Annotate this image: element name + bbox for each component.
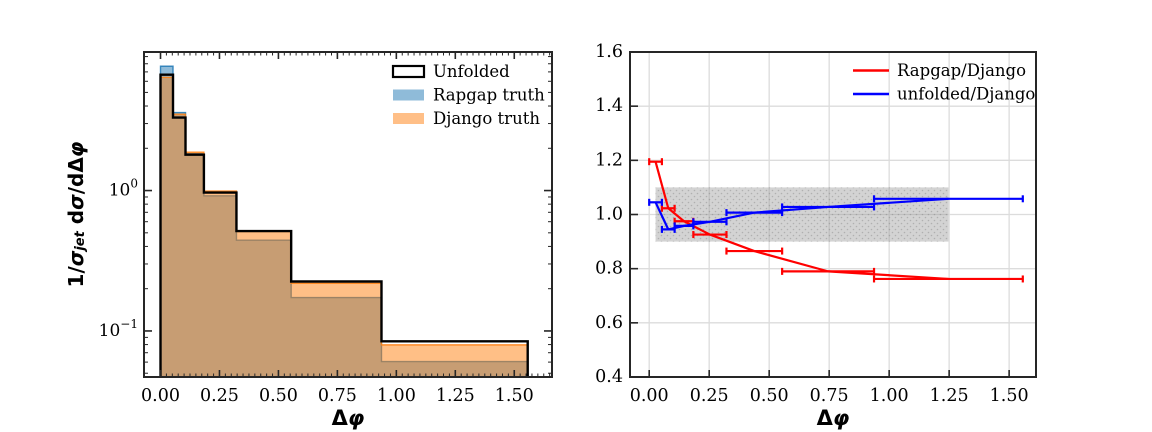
legend-label: Django truth — [433, 109, 540, 128]
x-tick-label: 1.25 — [930, 386, 969, 406]
svg-text:1.0: 1.0 — [595, 205, 623, 225]
svg-text:Rapgap/Django: Rapgap/Django — [897, 61, 1026, 80]
svg-text:0.75: 0.75 — [810, 386, 849, 406]
x-tick-label: 0.25 — [690, 386, 729, 406]
x-tick-label: 1.50 — [990, 386, 1029, 406]
legend-swatch — [393, 113, 424, 124]
unfolded-step — [159, 73, 529, 377]
svg-text:10−1: 10−1 — [99, 317, 138, 341]
y-ticks — [144, 189, 552, 332]
svg-text:0.4: 0.4 — [595, 367, 623, 387]
y-tick-label: 1.2 — [595, 150, 623, 170]
y-tick-label: 1.0 — [595, 205, 623, 225]
svg-text:1.4: 1.4 — [595, 96, 623, 116]
left-panel: 0.00 0.25 0.50 0.75 1.00 1.25 1.50 Δφ 100 10−1 1/σ… — [64, 51, 553, 430]
legend-swatch — [393, 89, 424, 101]
svg-text:1.6: 1.6 — [595, 42, 623, 62]
legend-label: unfolded/Django — [897, 85, 1035, 104]
y-tick-label: 0.6 — [595, 313, 623, 333]
ratio-line — [654, 161, 949, 281]
x-tick-label: 1.00 — [377, 386, 416, 406]
svg-text:Django truth: Django truth — [433, 109, 540, 128]
svg-text:0.00: 0.00 — [141, 386, 180, 406]
legend-label: Rapgap truth — [433, 86, 545, 105]
x-tick-label: 0.75 — [318, 386, 357, 406]
svg-text:0.75: 0.75 — [318, 386, 357, 406]
svg-text:0.25: 0.25 — [200, 386, 239, 406]
x-tick-label: 0.00 — [141, 386, 180, 406]
svg-text:Unfolded: Unfolded — [433, 62, 510, 81]
svg-text:1.00: 1.00 — [870, 386, 909, 406]
x-ticks — [648, 370, 1010, 377]
y-tick-label: 1.6 — [595, 42, 623, 62]
x-tick-label: 0.50 — [259, 386, 298, 406]
svg-text:Δφ: Δφ — [817, 406, 850, 430]
y-minor-ticks — [144, 56, 552, 374]
y-tick-label: 100 — [109, 177, 138, 201]
x-minor-ticks — [165, 52, 551, 377]
svg-text:0.6: 0.6 — [595, 313, 623, 333]
svg-text:100: 100 — [109, 177, 138, 201]
x-tick-label: 0.75 — [810, 386, 849, 406]
legend-label: Unfolded — [433, 62, 510, 81]
y-tick-label: 0.8 — [595, 259, 623, 279]
legend-label: Rapgap/Django — [897, 61, 1026, 80]
svg-text:1.00: 1.00 — [377, 386, 416, 406]
y-tick-label: 10−1 — [99, 317, 138, 341]
svg-text:Δφ: Δφ — [332, 406, 365, 430]
unfolded-django-series — [648, 195, 1024, 233]
x-tick-label: 1.25 — [436, 386, 475, 406]
y-tick-label: 1.4 — [595, 96, 623, 116]
x-tick-label: 0.50 — [750, 386, 789, 406]
svg-text:0.00: 0.00 — [630, 386, 669, 406]
svg-text:0.8: 0.8 — [595, 259, 623, 279]
x-axis-label: Δφ — [817, 406, 850, 430]
svg-text:1.50: 1.50 — [990, 386, 1029, 406]
x-ticks — [159, 52, 516, 377]
svg-text:1.25: 1.25 — [436, 386, 475, 406]
svg-text:unfolded/Django: unfolded/Django — [897, 85, 1035, 104]
svg-text:0.50: 0.50 — [750, 386, 789, 406]
left-spines — [143, 51, 553, 378]
x-tick-label: 1.50 — [495, 386, 534, 406]
right-panel: 0.00 0.25 0.50 0.75 1.00 1.25 1.50 Δφ 0.4 0.6 0.8 1… — [595, 42, 1037, 430]
svg-text:0.50: 0.50 — [259, 386, 298, 406]
svg-text:1.25: 1.25 — [930, 386, 969, 406]
right-legend: Rapgap/Django unfolded/Django — [853, 61, 1035, 104]
x-tick-label: 0.25 — [200, 386, 239, 406]
left-legend: Unfolded Rapgap truth Django truth — [391, 62, 545, 128]
svg-text:1/σjet​ dσ/dΔφ: 1/σjet​ dσ/dΔφ — [64, 141, 88, 287]
y-tick-label: 0.4 — [595, 367, 623, 387]
svg-text:1.50: 1.50 — [495, 386, 534, 406]
x-tick-label: 1.00 — [870, 386, 909, 406]
svg-text:0.25: 0.25 — [690, 386, 729, 406]
x-axis-label: Δφ — [332, 406, 365, 430]
svg-text:1.2: 1.2 — [595, 150, 623, 170]
svg-text:Rapgap truth: Rapgap truth — [433, 86, 545, 105]
x-tick-label: 0.00 — [630, 386, 669, 406]
y-axis-label: 1/σjet​ dσ/dΔφ — [64, 141, 88, 287]
ratio-line — [654, 197, 949, 231]
legend-swatch-unfolded — [391, 64, 426, 79]
